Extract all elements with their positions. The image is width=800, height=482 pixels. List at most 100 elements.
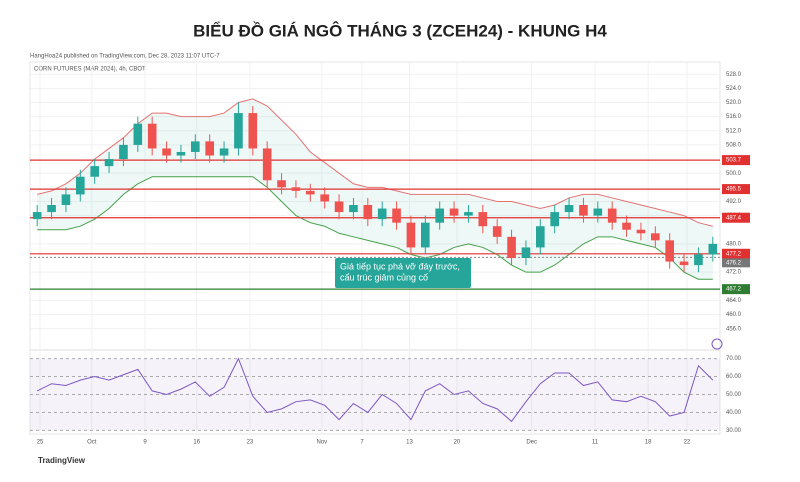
x-tick-label: Nov xyxy=(316,440,327,446)
candle-body xyxy=(521,247,531,259)
annotation-text: cấu trúc giảm củng cố xyxy=(340,272,428,282)
candle-body xyxy=(564,205,574,213)
level-label: 503.7 xyxy=(726,158,742,164)
candle-body xyxy=(449,208,459,216)
candle-body xyxy=(262,148,272,181)
level-label: 495.5 xyxy=(726,187,742,193)
bb-upper xyxy=(37,98,713,227)
candle-body xyxy=(679,261,689,266)
x-tick-label: 23 xyxy=(247,440,254,446)
level-tag xyxy=(722,184,750,195)
candle-body xyxy=(464,212,473,216)
candle-body xyxy=(248,113,258,149)
candle-body xyxy=(622,222,631,230)
candle-body xyxy=(334,201,344,213)
candle-body xyxy=(550,212,559,227)
candle-body xyxy=(90,166,99,177)
candle-body xyxy=(291,187,301,191)
candle-body xyxy=(363,205,373,220)
candle-body xyxy=(392,208,401,223)
candle-body xyxy=(320,194,329,202)
candle-body xyxy=(205,141,214,156)
candle-body xyxy=(61,194,71,205)
candle-body xyxy=(651,233,660,241)
rsi-tick-label: 30.00 xyxy=(726,428,742,434)
x-tick-label: 25 xyxy=(37,440,44,446)
candle-body xyxy=(219,148,229,156)
x-tick-label: 22 xyxy=(684,440,691,446)
x-tick-label: Oct xyxy=(87,440,97,446)
candle-body xyxy=(665,240,674,262)
level-tag xyxy=(722,284,750,295)
y-tick-label: 524.0 xyxy=(726,86,742,92)
candle-body xyxy=(579,205,588,216)
candle-body xyxy=(492,226,502,237)
bb-lower xyxy=(37,176,713,280)
price-tag xyxy=(722,258,750,268)
x-tick-label: 16 xyxy=(193,440,200,446)
x-tick-label: 13 xyxy=(406,440,413,446)
candle-body xyxy=(536,226,545,248)
y-tick-label: 456.0 xyxy=(726,326,742,332)
plot-frame xyxy=(29,61,721,435)
level-tag xyxy=(722,212,750,223)
rsi-tick-label: 60.00 xyxy=(726,374,742,380)
y-tick-label: 508.0 xyxy=(726,142,742,148)
y-tick-label: 528.0 xyxy=(726,72,742,78)
candle-body xyxy=(104,159,114,167)
candle-body xyxy=(478,212,488,227)
level-tag xyxy=(722,155,750,166)
candle-body xyxy=(47,205,56,213)
x-tick-label: 9 xyxy=(143,440,147,446)
candle-body xyxy=(694,254,703,266)
instrument: CORN FUTURES (MAR 2024), 4h, CBOT xyxy=(34,67,146,73)
level-tag xyxy=(722,248,750,259)
level-label: 487.4 xyxy=(726,215,742,221)
y-tick-label: 520.0 xyxy=(726,100,742,106)
level-label: 477.2 xyxy=(726,251,742,257)
candle-body xyxy=(277,180,286,188)
chart-title: BIỂU ĐỒ GIÁ NGÔ THÁNG 3 (ZCEH24) - KHUNG… xyxy=(193,21,607,40)
rsi-tick-label: 50.00 xyxy=(726,392,742,398)
x-tick-label: 20 xyxy=(454,440,461,446)
x-tick-label: 7 xyxy=(360,440,364,446)
candle-body xyxy=(377,208,387,220)
rsi-tick-label: 40.00 xyxy=(726,410,742,416)
rsi-line xyxy=(36,357,714,423)
y-tick-label: 464.0 xyxy=(726,298,742,304)
y-tick-label: 516.0 xyxy=(726,114,742,120)
y-tick-label: 460.0 xyxy=(726,312,742,318)
y-tick-label: 480.0 xyxy=(726,241,742,247)
candle-body xyxy=(636,229,646,234)
rsi-tick-label: 70.00 xyxy=(726,356,742,362)
candle-body xyxy=(607,208,617,223)
level-label: 467.2 xyxy=(726,287,742,293)
info-icon xyxy=(711,338,723,350)
candle-body xyxy=(76,176,85,195)
candle-body xyxy=(349,205,358,213)
y-tick-label: 500.0 xyxy=(726,171,742,177)
y-tick-label: 472.0 xyxy=(726,270,742,276)
candle-body xyxy=(133,123,143,145)
annotation-text: Giá tiếp tục phá vỡ đáy trước, xyxy=(340,261,460,271)
x-tick-label: 11 xyxy=(592,440,599,446)
candle-body xyxy=(32,212,42,220)
candle-body xyxy=(421,222,430,248)
x-tick-label: Dec xyxy=(526,440,537,446)
y-tick-label: 492.0 xyxy=(726,199,742,205)
candle-body xyxy=(708,243,718,255)
candle-body xyxy=(147,123,157,149)
candle-body xyxy=(119,144,128,160)
annotation-box xyxy=(335,258,471,288)
candle-body xyxy=(176,151,186,156)
y-tick-label: 512.0 xyxy=(726,128,742,134)
price-label: 476.2 xyxy=(726,260,742,266)
candle-body xyxy=(507,236,516,259)
candle-body xyxy=(162,148,171,156)
x-tick-label: 18 xyxy=(645,440,652,446)
candle-body xyxy=(435,208,444,223)
candle-body xyxy=(191,141,200,152)
candle-body xyxy=(406,222,416,248)
candle-body xyxy=(593,208,603,216)
